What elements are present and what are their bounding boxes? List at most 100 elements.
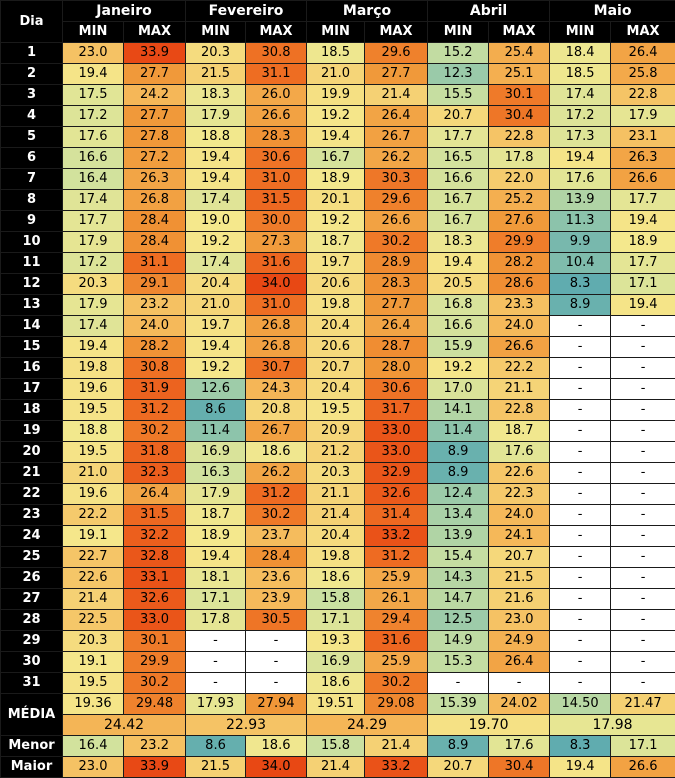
temp-cell-marco-max: 33.0 [365, 442, 428, 463]
maior-label: Maior [1, 757, 63, 778]
temp-cell-fevereiro-min: 19.7 [186, 316, 246, 337]
day-number: 2 [1, 64, 63, 85]
temp-cell-marco-max: 29.6 [365, 190, 428, 211]
temp-cell-maio-max: - [611, 442, 675, 463]
temp-cell-janeiro-min: 17.9 [63, 295, 124, 316]
temp-cell-janeiro-max: 30.8 [124, 358, 186, 379]
temp-cell-maio-min: - [550, 400, 611, 421]
menor-cell-janeiro-max: 23.2 [124, 736, 186, 757]
temp-cell-fevereiro-min: 19.4 [186, 169, 246, 190]
day-number: 17 [1, 379, 63, 400]
temp-cell-janeiro-min: 22.6 [63, 568, 124, 589]
temp-cell-janeiro-min: 19.1 [63, 526, 124, 547]
temp-cell-maio-max: - [611, 589, 675, 610]
temp-cell-maio-max: 26.4 [611, 43, 675, 64]
temp-cell-marco-max: 31.2 [365, 547, 428, 568]
temp-cell-marco-min: 18.9 [307, 169, 365, 190]
maior-cell-fevereiro-max: 34.0 [246, 757, 307, 778]
temp-cell-janeiro-min: 19.4 [63, 64, 124, 85]
temp-cell-fevereiro-min: 21.0 [186, 295, 246, 316]
temp-cell-fevereiro-max: 30.8 [246, 43, 307, 64]
day-number: 11 [1, 253, 63, 274]
temp-cell-maio-min: 13.9 [550, 190, 611, 211]
day-number: 25 [1, 547, 63, 568]
temp-cell-abril-max: - [489, 673, 550, 694]
temp-cell-abril-max: 30.1 [489, 85, 550, 106]
temp-cell-fevereiro-min: 19.0 [186, 211, 246, 232]
temp-cell-marco-max: 25.9 [365, 568, 428, 589]
min-header: MIN [63, 22, 124, 43]
monthly-average-maio: 17.98 [550, 715, 675, 736]
temp-cell-marco-max: 27.7 [365, 64, 428, 85]
temp-cell-maio-min: 8.3 [550, 274, 611, 295]
day-number: 12 [1, 274, 63, 295]
day-number: 6 [1, 148, 63, 169]
temp-cell-maio-min: - [550, 337, 611, 358]
temp-cell-maio-max: - [611, 652, 675, 673]
temp-cell-maio-max: 19.4 [611, 211, 675, 232]
temp-cell-abril-min: 18.3 [428, 232, 489, 253]
temp-cell-maio-min: - [550, 505, 611, 526]
temp-cell-marco-max: 30.3 [365, 169, 428, 190]
temp-cell-abril-min: 15.9 [428, 337, 489, 358]
temp-cell-abril-min: 16.6 [428, 316, 489, 337]
temp-cell-abril-min: 19.4 [428, 253, 489, 274]
temp-cell-fevereiro-max: 31.5 [246, 190, 307, 211]
temp-cell-marco-min: 19.7 [307, 253, 365, 274]
temp-cell-fevereiro-min: 18.1 [186, 568, 246, 589]
temp-cell-marco-min: 21.4 [307, 505, 365, 526]
temp-cell-marco-min: 20.6 [307, 274, 365, 295]
temp-cell-marco-min: 19.5 [307, 400, 365, 421]
temp-cell-abril-max: 24.1 [489, 526, 550, 547]
day-number: 4 [1, 106, 63, 127]
temp-cell-janeiro-max: 28.4 [124, 232, 186, 253]
maior-cell-abril-max: 30.4 [489, 757, 550, 778]
maior-cell-fevereiro-min: 21.5 [186, 757, 246, 778]
temp-cell-janeiro-max: 32.2 [124, 526, 186, 547]
temp-cell-maio-max: 17.1 [611, 274, 675, 295]
temp-cell-fevereiro-max: 31.0 [246, 169, 307, 190]
maior-cell-abril-min: 20.7 [428, 757, 489, 778]
temp-cell-maio-max: 17.7 [611, 190, 675, 211]
temp-cell-abril-max: 26.6 [489, 337, 550, 358]
temp-cell-abril-min: 8.9 [428, 442, 489, 463]
media-cell-marco-max: 29.08 [365, 694, 428, 715]
media-cell-maio-min: 14.50 [550, 694, 611, 715]
temp-cell-maio-max: 22.8 [611, 85, 675, 106]
temp-cell-marco-max: 32.9 [365, 463, 428, 484]
temp-cell-maio-min: 17.4 [550, 85, 611, 106]
temp-cell-abril-max: 28.6 [489, 274, 550, 295]
temp-cell-abril-max: 22.3 [489, 484, 550, 505]
temp-cell-fevereiro-min: 11.4 [186, 421, 246, 442]
temp-cell-abril-min: 13.9 [428, 526, 489, 547]
temp-cell-marco-max: 26.4 [365, 106, 428, 127]
temp-cell-fevereiro-max: 30.2 [246, 505, 307, 526]
temp-cell-abril-max: 22.8 [489, 400, 550, 421]
temp-cell-maio-min: - [550, 463, 611, 484]
temp-cell-janeiro-max: 32.8 [124, 547, 186, 568]
temp-cell-abril-min: 16.6 [428, 169, 489, 190]
maior-cell-maio-min: 19.4 [550, 757, 611, 778]
temp-cell-abril-max: 20.7 [489, 547, 550, 568]
temp-cell-janeiro-max: 31.8 [124, 442, 186, 463]
media-cell-fevereiro-max: 27.94 [246, 694, 307, 715]
temp-cell-marco-max: 26.4 [365, 316, 428, 337]
temp-cell-fevereiro-min: 18.8 [186, 127, 246, 148]
monthly-average-janeiro: 24.42 [63, 715, 186, 736]
temp-cell-fevereiro-max: 26.6 [246, 106, 307, 127]
dia-header: Dia [1, 1, 63, 43]
temp-cell-marco-min: 19.3 [307, 631, 365, 652]
temp-cell-abril-min: 19.2 [428, 358, 489, 379]
temp-cell-fevereiro-max: 30.5 [246, 610, 307, 631]
temp-cell-marco-max: 28.9 [365, 253, 428, 274]
temp-cell-fevereiro-max: - [246, 673, 307, 694]
day-number: 24 [1, 526, 63, 547]
max-header: MAX [124, 22, 186, 43]
temp-cell-maio-max: - [611, 673, 675, 694]
temp-cell-marco-max: 29.6 [365, 43, 428, 64]
